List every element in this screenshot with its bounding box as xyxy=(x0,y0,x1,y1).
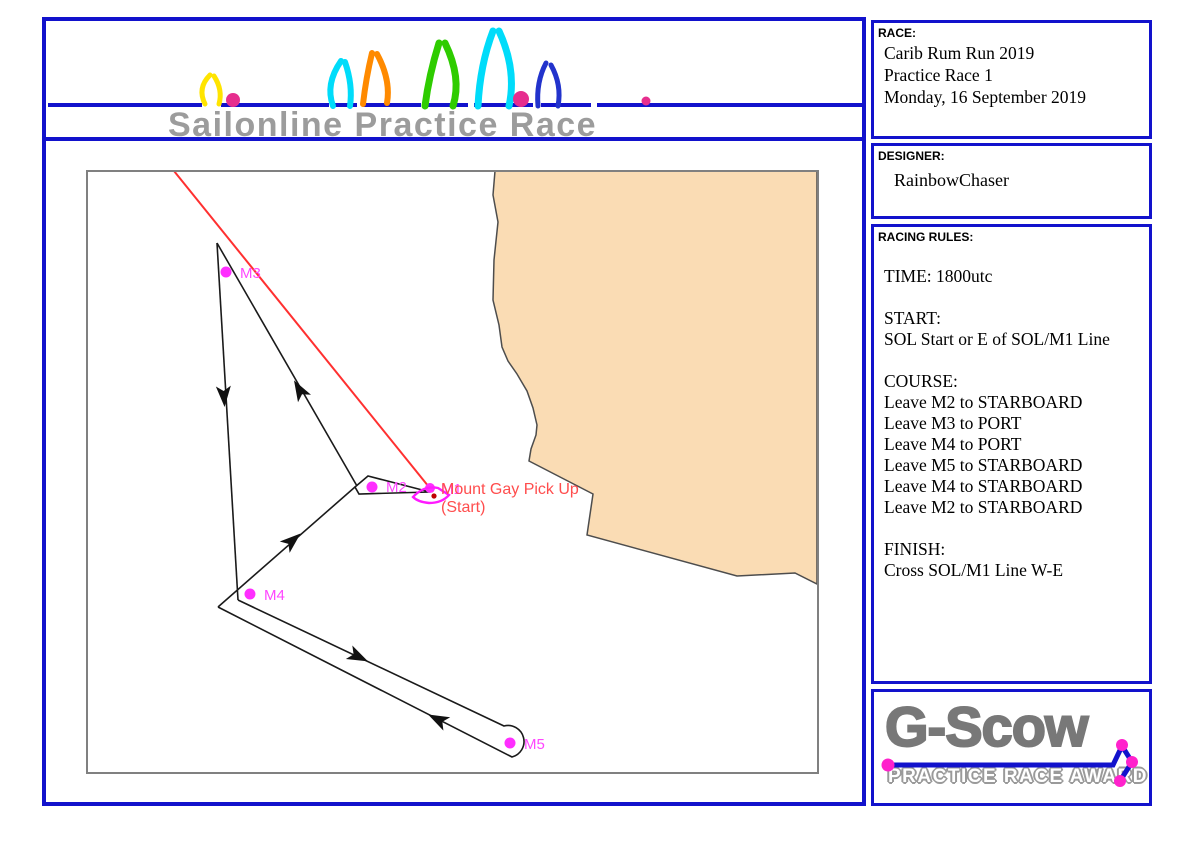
mark-m5-label: M5 xyxy=(524,736,545,753)
designer-name: RainbowChaser xyxy=(894,170,1009,190)
boat-center-dot xyxy=(431,493,437,499)
green-sail-icon xyxy=(421,39,460,110)
arrow-down-m3-m4 xyxy=(215,385,231,407)
race-date: Monday, 16 September 2019 xyxy=(884,87,1087,107)
mark-m4-label: M4 xyxy=(264,587,285,604)
arrow-m4-m2 xyxy=(279,533,301,553)
blue-sail-icon xyxy=(535,60,562,109)
rules-finish-label: FINISH: xyxy=(884,539,946,559)
rules-panel: RACING RULES: TIME: 1800utc START: SOL S… xyxy=(871,224,1152,684)
rules-course-label: COURSE: xyxy=(884,371,958,391)
spacer xyxy=(884,518,1149,539)
award-panel xyxy=(871,689,1152,806)
mark-m2-dot xyxy=(366,481,378,493)
course-arrows xyxy=(215,380,451,731)
mark-m2-label: M2 xyxy=(386,479,407,496)
orange-sail-icon xyxy=(360,50,391,107)
race-panel: RACE: Carib Rum Run 2019 Practice Race 1… xyxy=(871,20,1152,139)
start-sublabel: (Start) xyxy=(441,499,485,516)
mark-m3-dot xyxy=(220,266,232,278)
arrow-m5-m4 xyxy=(428,714,451,731)
banner-box xyxy=(42,17,866,141)
rules-course-line: Leave M4 to PORT xyxy=(884,434,1022,454)
cyan-sail-icon xyxy=(327,58,354,109)
leg-m2-to-m3 xyxy=(216,242,358,487)
m5-rounding-loop xyxy=(217,599,525,758)
rules-start-text: SOL Start or E of SOL/M1 Line xyxy=(884,329,1110,349)
rules-course-line: Leave M3 to PORT xyxy=(884,413,1022,433)
award-subtitle: PRACTICE RACE AWARD xyxy=(888,766,1149,787)
mark-labels: M3 M2 M4 M5 M1 xyxy=(240,265,545,753)
designer-panel-label: DESIGNER: xyxy=(878,149,945,163)
start-label: Mount Gay Pick Up xyxy=(441,481,579,498)
map-border xyxy=(86,170,819,774)
start-boat-icon xyxy=(411,486,451,505)
rules-finish-text: Cross SOL/M1 Line W-E xyxy=(884,560,1064,580)
mark-m5-dot xyxy=(504,737,516,749)
land-mass xyxy=(492,170,818,586)
sol-m1-red-line xyxy=(173,170,434,493)
designer-panel: DESIGNER: RainbowChaser xyxy=(871,143,1152,219)
rules-course-line: Leave M5 to STARBOARD xyxy=(884,455,1083,475)
course-marks xyxy=(220,266,516,749)
race-event: Carib Rum Run 2019 xyxy=(884,43,1035,63)
rules-course-line: Leave M2 to STARBOARD xyxy=(884,392,1083,412)
rules-panel-label: RACING RULES: xyxy=(878,230,974,244)
arrow-m4-m5 xyxy=(345,645,369,662)
award-dots xyxy=(881,739,1138,787)
rules-time: TIME: 1800utc xyxy=(884,266,993,286)
banner-buoy-dots xyxy=(226,91,651,107)
rules-course-line: Leave M4 to STARBOARD xyxy=(884,476,1083,496)
race-name: Practice Race 1 xyxy=(884,65,993,85)
banner-graphic xyxy=(48,27,862,110)
award-title: G-Scow xyxy=(884,694,1089,759)
race-panel-label: RACE: xyxy=(878,26,916,40)
spacer xyxy=(884,287,1149,308)
award-course-graphic xyxy=(881,739,1138,787)
spacer xyxy=(884,350,1149,371)
big-cyan-sail-icon xyxy=(474,27,515,110)
mark-m4-dot xyxy=(244,588,256,600)
mark-m3-label: M3 xyxy=(240,265,261,282)
leg-m3-to-m4 xyxy=(216,242,239,601)
rules-start-label: START: xyxy=(884,308,941,328)
sailboat-icons xyxy=(199,27,562,110)
course-map: M3 M2 M4 M5 M1 Mount Gay Pick Up (Start) xyxy=(86,170,819,774)
rules-course-line: Leave M2 to STARBOARD xyxy=(884,497,1083,517)
water-line xyxy=(48,103,862,107)
leg-m4-to-m2 xyxy=(217,486,356,608)
arrow-up-m2-m3 xyxy=(294,380,311,403)
award-underline xyxy=(888,744,1135,783)
yellow-sail-icon xyxy=(199,72,223,107)
banner-title: Sailonline Practice Race xyxy=(168,106,598,144)
start-labels: Mount Gay Pick Up (Start) xyxy=(441,481,579,516)
